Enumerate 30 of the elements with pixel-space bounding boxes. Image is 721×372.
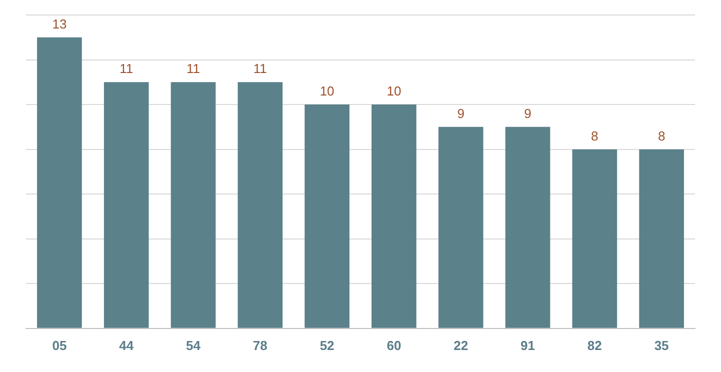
- bar: [170, 82, 216, 328]
- bar: [505, 126, 550, 328]
- x-tick-label: 52: [320, 338, 334, 353]
- bar: [37, 37, 82, 328]
- x-tick-label: 78: [252, 338, 268, 353]
- x-tick-label: 35: [654, 338, 669, 353]
- data-label: 11: [186, 61, 200, 76]
- data-label: 8: [591, 128, 598, 144]
- bar: [304, 104, 350, 328]
- data-label: 11: [253, 61, 267, 76]
- bar: [238, 82, 283, 328]
- x-tick-label: 44: [119, 338, 134, 353]
- data-label: 13: [52, 16, 67, 32]
- x-tick-label: 82: [587, 338, 602, 353]
- x-tick-label: 22: [454, 338, 468, 353]
- data-label: 11: [120, 61, 134, 76]
- data-label: 9: [457, 106, 464, 122]
- bar: [438, 126, 484, 328]
- data-label: 10: [386, 84, 402, 99]
- x-tick-label: 54: [186, 338, 202, 353]
- x-tick-label: 60: [386, 338, 402, 353]
- data-label: 9: [524, 106, 532, 122]
- bar: [104, 82, 149, 328]
- bar: [372, 104, 416, 328]
- x-tick-label: 05: [52, 338, 67, 353]
- data-label: 8: [658, 128, 666, 144]
- bar: [572, 149, 618, 328]
- bar: [639, 149, 684, 328]
- data-label: 10: [320, 84, 334, 99]
- x-tick-label: 91: [520, 338, 535, 353]
